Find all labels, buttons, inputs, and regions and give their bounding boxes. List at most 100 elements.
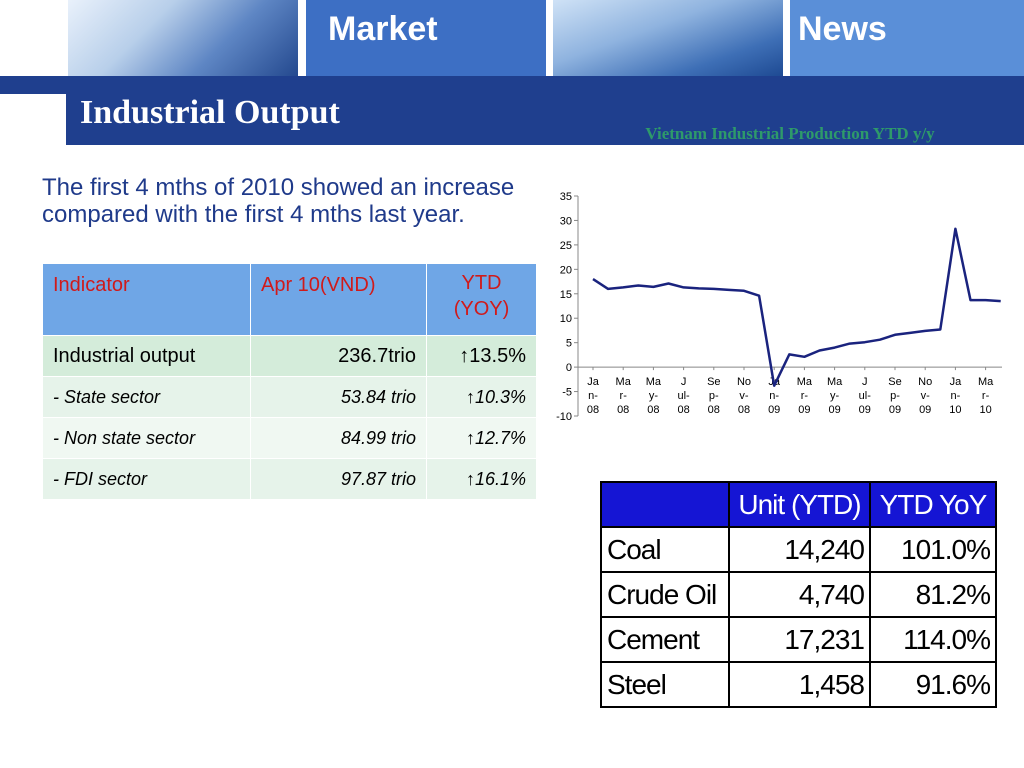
x-tick-label: 09 xyxy=(919,404,931,416)
banner-photo-buildings xyxy=(553,0,783,76)
y-tick-label: -5 xyxy=(562,387,572,399)
indicator-name: - FDI sector xyxy=(42,458,251,500)
x-tick-label: 09 xyxy=(889,404,901,416)
y-tick-label: 5 xyxy=(566,338,572,350)
x-tick-label: Ma xyxy=(616,376,632,388)
x-tick-label: 09 xyxy=(828,404,840,416)
x-tick-label: n- xyxy=(951,390,961,402)
banner-news-tile: News xyxy=(790,0,1024,76)
table-header-row: Indicator Apr 10(VND) YTD (YOY) xyxy=(42,263,537,336)
y-tick-label: 10 xyxy=(560,313,572,325)
x-tick-label: 08 xyxy=(647,404,659,416)
indicator-growth: ↑12.7% xyxy=(426,417,537,459)
y-tick-label: 20 xyxy=(560,264,572,276)
x-tick-label: 08 xyxy=(738,404,750,416)
table-row: - Non state sector 84.99 trio ↑12.7% xyxy=(42,417,537,459)
x-tick-label: 10 xyxy=(949,404,961,416)
table-row: Steel 1,458 91.6% xyxy=(600,661,997,708)
commodity-header-row: Unit (YTD) YTD YoY xyxy=(600,481,997,528)
table-row: - FDI sector 97.87 trio ↑16.1% xyxy=(42,458,537,500)
x-tick-label: n- xyxy=(588,390,598,402)
commodity-table: Unit (YTD) YTD YoY Coal 14,240 101.0% Cr… xyxy=(600,481,997,708)
x-tick-label: No xyxy=(918,376,932,388)
page-title: Industrial Output xyxy=(80,94,340,131)
industrial-production-chart: 35 30 25 20 15 10 5 0 -5 -10 Ja n- 08 Ma r- 08 Ma y- 08 Jul… xyxy=(556,191,1002,423)
commodity-unit: 14,240 xyxy=(728,526,871,573)
commodity-yoy: 101.0% xyxy=(869,526,997,573)
x-tick-label: y- xyxy=(649,390,659,402)
table-row: Coal 14,240 101.0% xyxy=(600,526,997,573)
x-tick-label: J xyxy=(862,376,868,388)
x-tick-label: 08 xyxy=(617,404,629,416)
indicator-value: 97.87 trio xyxy=(250,458,427,500)
indicator-value: 53.84 trio xyxy=(250,376,427,418)
y-tick-label: 30 xyxy=(560,215,572,227)
x-tick-label: ul- xyxy=(677,390,690,402)
commodity-header-yoy: YTD YoY xyxy=(869,481,997,528)
banner-news-word: News xyxy=(798,10,887,48)
commodity-unit: 17,231 xyxy=(728,616,871,663)
x-tick-label: Ma xyxy=(827,376,843,388)
indicator-name: Industrial output xyxy=(42,335,251,377)
x-tick-label: 09 xyxy=(859,404,871,416)
y-tick-label: 0 xyxy=(566,362,572,374)
y-tick-label: -10 xyxy=(556,411,572,423)
banner-blank-tile xyxy=(0,0,60,76)
x-tick-label: Ja xyxy=(587,376,600,388)
commodity-yoy: 91.6% xyxy=(869,661,997,708)
commodity-header-unit: Unit (YTD) xyxy=(728,481,871,528)
y-tick-label: 15 xyxy=(560,289,572,301)
commodity-unit: 4,740 xyxy=(728,571,871,618)
x-tick-label: ul- xyxy=(859,390,872,402)
commodity-name: Cement xyxy=(600,616,730,663)
header-indicator: Indicator xyxy=(42,263,251,336)
table-row: Industrial output 236.7trio ↑13.5% xyxy=(42,335,537,377)
commodity-name: Coal xyxy=(600,526,730,573)
x-tick-label: v- xyxy=(921,390,931,402)
indicator-table: Indicator Apr 10(VND) YTD (YOY) Industri… xyxy=(42,263,537,500)
indicator-growth: ↑16.1% xyxy=(426,458,537,500)
commodity-name: Crude Oil xyxy=(600,571,730,618)
series-line xyxy=(592,227,1001,387)
x-tick-label: r- xyxy=(982,390,990,402)
table-row: Cement 17,231 114.0% xyxy=(600,616,997,663)
x-tick-label: r- xyxy=(801,390,809,402)
header-banner: Market News xyxy=(0,0,1024,76)
x-tick-label: Ma xyxy=(978,376,994,388)
title-bar: Industrial Output xyxy=(66,76,1024,145)
commodity-yoy: 114.0% xyxy=(869,616,997,663)
indicator-name: - Non state sector xyxy=(42,417,251,459)
x-tick-label: n- xyxy=(769,390,779,402)
x-tick-label: 08 xyxy=(587,404,599,416)
x-tick-label: 09 xyxy=(798,404,810,416)
x-tick-label: Ja xyxy=(950,376,963,388)
x-tick-label: v- xyxy=(739,390,749,402)
indicator-value: 236.7trio xyxy=(250,335,427,377)
x-tick-label: Ma xyxy=(646,376,662,388)
banner-photo-keyboard xyxy=(68,0,298,76)
intro-text: The first 4 mths of 2010 showed an incre… xyxy=(42,174,515,228)
x-tick-label: Se xyxy=(707,376,720,388)
banner-market-tile: Market xyxy=(306,0,546,76)
x-tick-label: 08 xyxy=(708,404,720,416)
table-row: - State sector 53.84 trio ↑10.3% xyxy=(42,376,537,418)
indicator-value: 84.99 trio xyxy=(250,417,427,459)
x-tick-label: Ma xyxy=(797,376,813,388)
x-tick-label: r- xyxy=(620,390,628,402)
x-tick-label: 08 xyxy=(677,404,689,416)
commodity-name: Steel xyxy=(600,661,730,708)
y-tick-label: 35 xyxy=(560,191,572,203)
x-tick-label: Se xyxy=(888,376,901,388)
commodity-header-blank xyxy=(600,481,730,528)
x-tick-label: 09 xyxy=(768,404,780,416)
x-tick-label: No xyxy=(737,376,751,388)
x-tick-label: p- xyxy=(890,390,900,402)
header-apr10: Apr 10(VND) xyxy=(250,263,427,336)
x-tick-label: 10 xyxy=(979,404,991,416)
table-row: Crude Oil 4,740 81.2% xyxy=(600,571,997,618)
y-tick-label: 25 xyxy=(560,240,572,252)
indicator-growth: ↑10.3% xyxy=(426,376,537,418)
x-tick-label: J xyxy=(681,376,687,388)
header-ytd-yoy: YTD (YOY) xyxy=(426,263,537,336)
indicator-name: - State sector xyxy=(42,376,251,418)
